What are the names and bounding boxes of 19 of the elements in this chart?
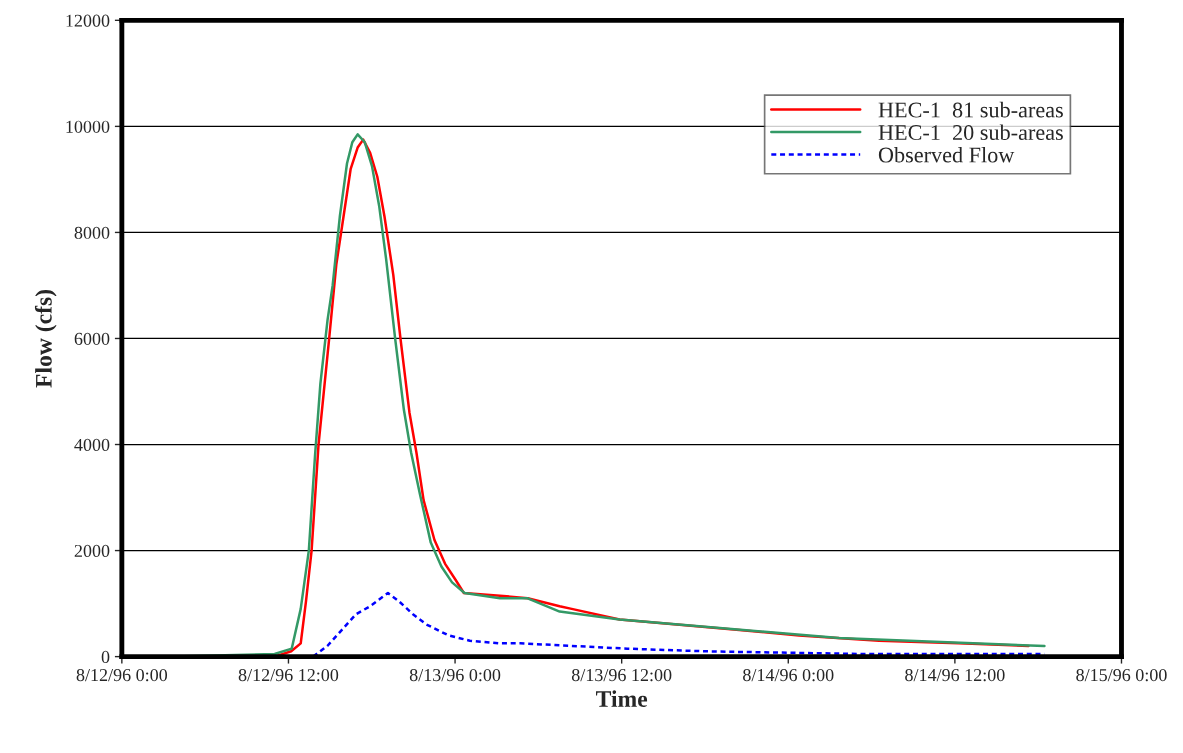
y-tick-label: 6000: [74, 332, 110, 345]
y-tick-label: 12000: [66, 14, 110, 27]
x-tick-label: 8/12/96 0:00: [76, 668, 168, 682]
legend-label: Observed Flow: [878, 146, 1015, 163]
x-tick-label: 8/12/96 12:00: [238, 668, 339, 682]
x-tick-label: 8/14/96 12:00: [905, 668, 1005, 682]
legend-label: HEC-1 20 sub-areas: [878, 124, 1063, 141]
y-tick-label: 8000: [74, 226, 110, 239]
y-tick-label: 4000: [74, 438, 110, 451]
x-tick-label: 8/15/96 0:00: [1076, 668, 1167, 682]
y-axis-title: Flow (cfs): [34, 290, 57, 388]
y-tick-label: 10000: [66, 120, 110, 133]
y-tick-label: 0: [101, 650, 110, 664]
x-axis-title: Time: [596, 690, 648, 707]
x-tick-label: 8/13/96 0:00: [409, 668, 501, 682]
y-tick-label: 2000: [74, 544, 110, 558]
x-tick-label: 8/13/96 12:00: [571, 668, 672, 682]
legend-label: HEC-1 81 sub-areas: [878, 101, 1063, 118]
x-tick-label: 8/14/96 0:00: [743, 668, 834, 682]
